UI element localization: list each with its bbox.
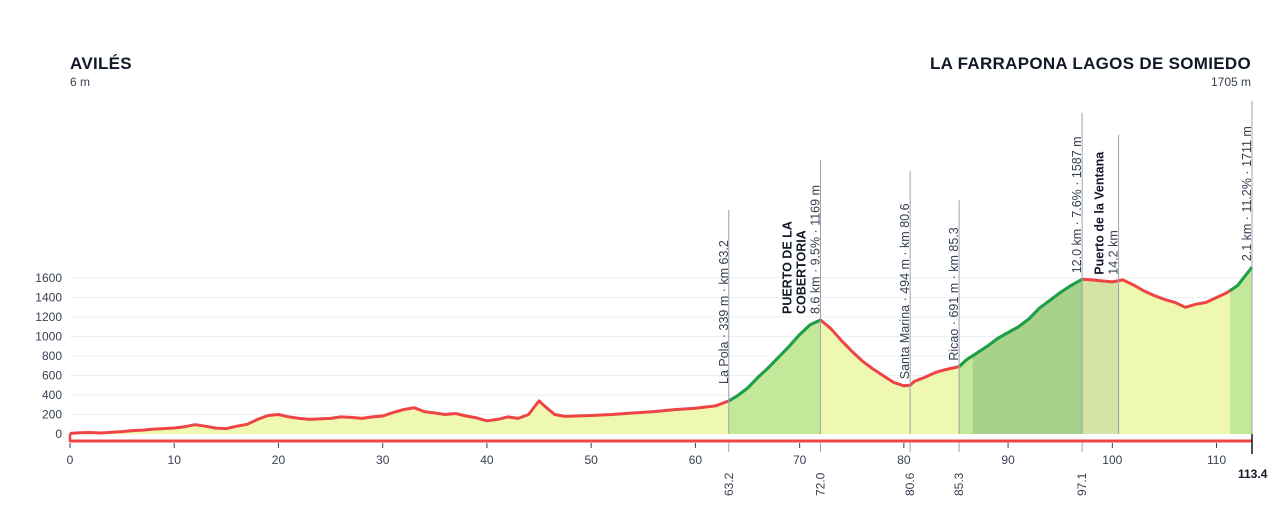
finish-town-name: LA FARRAPONA LAGOS DE SOMIEDO xyxy=(929,54,1251,73)
finish-km-label: 113.4 xyxy=(1238,467,1268,481)
profile-areas xyxy=(70,267,1252,434)
x-tick-label: 100 xyxy=(1102,453,1122,467)
marker-label: 2.1 km · 11.2% · 1711 m xyxy=(1240,126,1254,261)
marker-km-label: 80.6 xyxy=(903,472,917,496)
y-tick-label: 1600 xyxy=(35,271,62,285)
marker-label: COBERTORIA xyxy=(794,230,808,314)
y-tick-label: 400 xyxy=(42,388,62,402)
x-tick-label: 0 xyxy=(67,453,74,467)
climb-area-cobertoria xyxy=(728,320,821,434)
start-altitude: 6 m xyxy=(70,75,91,89)
x-tick-label: 20 xyxy=(272,453,286,467)
x-tick-label: 50 xyxy=(584,453,598,467)
y-tick-label: 800 xyxy=(42,349,62,363)
marker-label: La Pola · 339 m · km 63.2 xyxy=(717,240,731,384)
marker-km-label: 85.3 xyxy=(952,472,966,496)
climb-area-ventana-steep xyxy=(972,279,1083,434)
x-tick-label: 70 xyxy=(793,453,807,467)
marker-km-label: 72.0 xyxy=(813,472,827,496)
x-tick-label: 30 xyxy=(376,453,390,467)
y-tick-label: 1400 xyxy=(35,291,62,305)
profile-area-base xyxy=(70,267,1252,434)
x-tick-label: 90 xyxy=(1001,453,1015,467)
profile-lines xyxy=(68,266,1254,443)
x-tick-label: 60 xyxy=(689,453,703,467)
marker-label: 14.2 km xyxy=(1107,230,1121,274)
x-tick-label: 40 xyxy=(480,453,494,467)
marker-label: 8.6 km · 9.5% · 1169 m xyxy=(808,185,822,314)
start-town-name: AVILÉS xyxy=(70,54,132,73)
y-tick-label: 600 xyxy=(42,369,62,383)
marker-label: Puerto de la Ventana xyxy=(1093,151,1107,275)
summit-area-ventana xyxy=(1082,279,1119,434)
y-tick-label: 1200 xyxy=(35,310,62,324)
y-tick-label: 1000 xyxy=(35,330,62,344)
marker-km-label: 97.1 xyxy=(1075,472,1089,496)
climb-area-ventana-start xyxy=(959,355,973,434)
point-markers: La Pola · 339 m · km 63.2 63.2 PUERTO DE L… xyxy=(717,100,1254,496)
x-tick-label: 110 xyxy=(1207,453,1226,467)
x-tick-label: 10 xyxy=(168,453,182,467)
axes: 0 200 400 600 800 1000 1200 1400 1600 0 10 20 30 40 50… xyxy=(35,271,1267,481)
climb-line-2 xyxy=(1229,266,1254,292)
climb-area-final xyxy=(1230,267,1252,434)
climb-line-1 xyxy=(958,277,1083,368)
finish-altitude: 1705 m xyxy=(1210,75,1251,89)
y-tick-label: 200 xyxy=(42,408,62,422)
marker-label: Ricao · 691 m · km 85.3 xyxy=(947,227,961,360)
x-tick-label: 80 xyxy=(897,453,911,467)
marker-km-label: 63.2 xyxy=(722,472,736,496)
climb-line-0 xyxy=(728,318,822,403)
marker-label: PUERTO DE LA xyxy=(780,221,794,314)
marker-label: 12.0 km · 7.6% · 1587 m xyxy=(1070,136,1084,273)
y-tick-label: 0 xyxy=(55,427,62,441)
marker-label: Santa Marina · 494 m · km 80.6 xyxy=(898,203,912,379)
